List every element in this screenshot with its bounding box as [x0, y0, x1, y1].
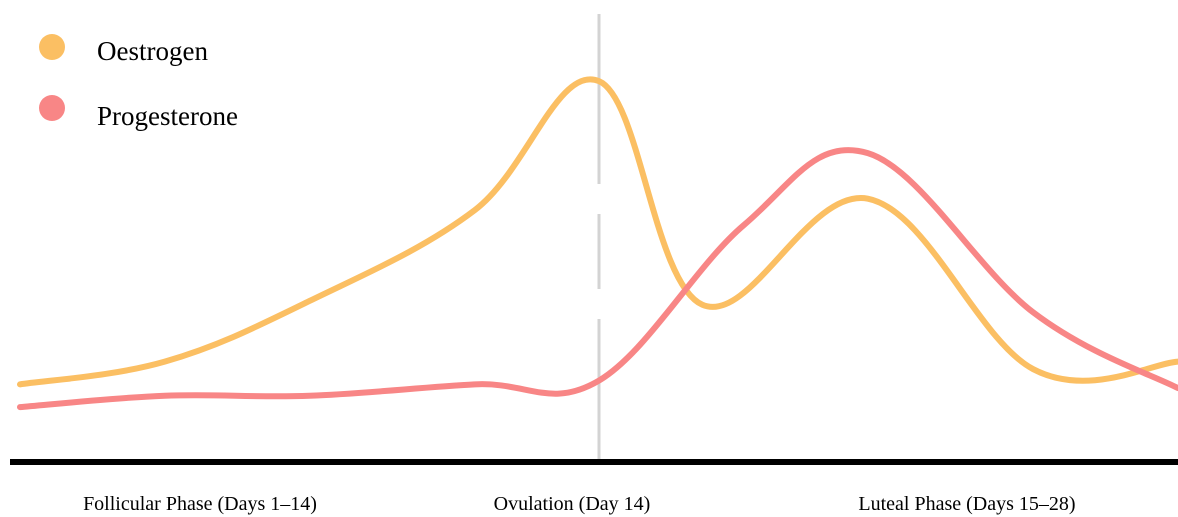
phase-label-follicular: Follicular Phase (Days 1–14) — [83, 493, 317, 515]
series-lines — [17, 76, 1178, 411]
legend-marker-oestrogen — [39, 34, 65, 60]
legend: Oestrogen Progesterone — [39, 34, 238, 131]
phase-label-ovulation: Ovulation (Day 14) — [494, 493, 651, 515]
phase-label-luteal: Luteal Phase (Days 15–28) — [858, 493, 1075, 515]
phase-labels: Follicular Phase (Days 1–14) Ovulation (… — [83, 493, 1076, 515]
series-line-oestrogen — [17, 76, 1178, 388]
legend-marker-progesterone — [39, 95, 65, 121]
legend-label-progesterone: Progesterone — [97, 101, 238, 131]
series-line-progesterone — [17, 147, 1178, 411]
legend-label-oestrogen: Oestrogen — [97, 36, 208, 66]
